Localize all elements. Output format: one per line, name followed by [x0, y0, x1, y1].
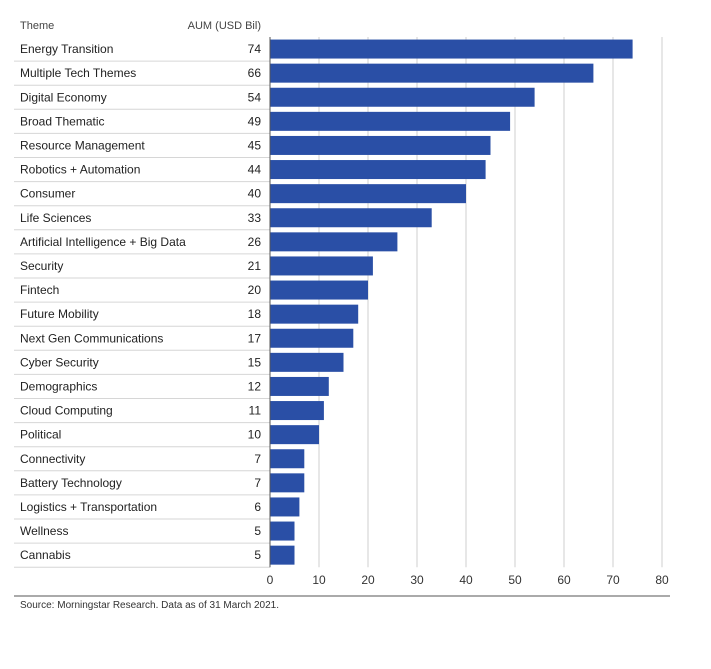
category-label: Logistics + Transportation [20, 500, 157, 514]
value-label: 12 [248, 379, 262, 393]
bar [270, 39, 633, 59]
category-label: Multiple Tech Themes [20, 66, 136, 80]
category-label: Resource Management [20, 138, 145, 152]
category-label: Consumer [20, 187, 75, 201]
value-label: 49 [248, 114, 262, 128]
bar [270, 208, 432, 228]
bar [270, 256, 373, 276]
source-note: Source: Morningstar Research. Data as of… [20, 600, 280, 611]
x-tick-label: 40 [459, 573, 473, 587]
value-label: 21 [248, 259, 262, 273]
x-tick-label: 70 [606, 573, 620, 587]
value-label: 10 [248, 428, 262, 442]
bar [270, 111, 511, 131]
value-label: 18 [248, 307, 262, 321]
bar [270, 473, 305, 493]
x-axis: 0 10 20 30 40 50 60 70 80 [267, 37, 669, 587]
x-tick-label: 60 [557, 573, 571, 587]
category-label: Cyber Security [20, 355, 99, 369]
bar [270, 449, 305, 469]
value-label: 15 [248, 355, 262, 369]
bar [270, 87, 535, 107]
bar [270, 63, 594, 83]
value-label: 45 [248, 138, 262, 152]
value-label: 5 [254, 524, 261, 538]
category-label: Broad Thematic [20, 114, 105, 128]
value-label: 7 [254, 476, 261, 490]
value-label: 44 [248, 163, 262, 177]
x-tick-label: 10 [312, 573, 326, 587]
category-label: Life Sciences [20, 211, 91, 225]
bar [270, 425, 319, 445]
chart-rows: Energy Transition 74 Multiple Tech Themes 6… [14, 42, 270, 568]
category-label: Political [20, 428, 61, 442]
chart-bars [270, 39, 633, 565]
bar [270, 232, 398, 252]
category-label: Energy Transition [20, 42, 113, 56]
value-label: 26 [248, 235, 262, 249]
bar [270, 184, 466, 204]
x-tick-label: 50 [508, 573, 522, 587]
value-label: 74 [248, 42, 262, 56]
bar [270, 401, 324, 421]
value-label: 33 [248, 211, 262, 225]
bar [270, 521, 295, 541]
bar [270, 328, 354, 348]
x-tick-label: 20 [361, 573, 375, 587]
bar [270, 304, 359, 324]
category-label: Security [20, 259, 63, 273]
bar [270, 497, 300, 517]
value-label: 66 [248, 66, 262, 80]
category-label: Cannabis [20, 548, 71, 562]
category-label: Connectivity [20, 452, 85, 466]
bar [270, 545, 295, 565]
x-tick-label: 30 [410, 573, 424, 587]
bar [270, 280, 368, 300]
bar [270, 352, 344, 372]
header-aum: AUM (USD Bil) [188, 20, 261, 32]
header-theme: Theme [20, 20, 54, 32]
category-label: Demographics [20, 379, 97, 393]
category-label: Battery Technology [20, 476, 122, 490]
value-label: 6 [254, 500, 261, 514]
category-label: Digital Economy [20, 90, 107, 104]
value-label: 11 [249, 404, 262, 418]
value-label: 20 [248, 283, 262, 297]
bar [270, 376, 329, 396]
category-label: Wellness [20, 524, 68, 538]
category-label: Artificial Intelligence + Big Data [20, 235, 186, 249]
bar [270, 135, 491, 155]
value-label: 5 [254, 548, 261, 562]
category-label: Next Gen Communications [20, 331, 163, 345]
value-label: 40 [248, 187, 262, 201]
value-label: 7 [254, 452, 261, 466]
category-label: Cloud Computing [20, 404, 113, 418]
category-label: Robotics + Automation [20, 163, 140, 177]
value-label: 54 [248, 90, 262, 104]
x-tick-label: 80 [655, 573, 669, 587]
x-tick-label: 0 [267, 573, 274, 587]
bar [270, 160, 486, 180]
value-label: 17 [248, 331, 262, 345]
category-label: Fintech [20, 283, 59, 297]
category-label: Future Mobility [20, 307, 99, 321]
